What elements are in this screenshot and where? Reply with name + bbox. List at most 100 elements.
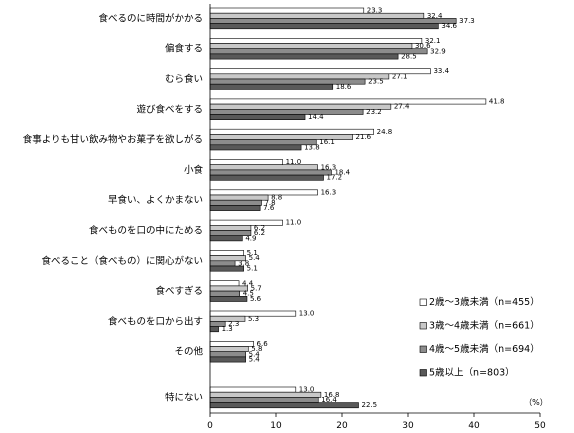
- value-labels-layer: 23.3 32.4 37.334.632.130.632.9 28.5 33.4 27.1…: [222, 7, 505, 410]
- value-label: 33.4: [433, 67, 449, 75]
- category-label: 食べるのに時間がかかる: [98, 12, 203, 24]
- value-label: 23.2: [366, 108, 382, 116]
- bar: [209, 83, 334, 90]
- bar: [209, 169, 332, 176]
- bar: [209, 219, 283, 226]
- category-label: 食べすぎる: [155, 285, 203, 297]
- bar: [209, 356, 246, 363]
- category-label: 食べること（食べもの）に関心がない: [41, 255, 203, 267]
- bar: [209, 159, 283, 165]
- category-label: 早食い、よくかまない: [108, 194, 203, 206]
- bar: [209, 114, 306, 120]
- legend-label: 5歳以上（n=803）: [429, 367, 515, 379]
- x-tick-label: 20: [336, 421, 348, 431]
- x-tick-label: 10: [270, 421, 282, 431]
- value-label: 5.1: [247, 265, 258, 273]
- value-label: 27.1: [392, 72, 408, 80]
- bar: [209, 397, 319, 403]
- value-label: 4.5: [243, 290, 254, 298]
- bar: [209, 235, 243, 242]
- bar: [209, 290, 241, 297]
- value-label: 18.6: [336, 83, 352, 91]
- value-label: 5.8: [251, 345, 262, 353]
- value-label: 21.6: [356, 133, 372, 141]
- x-tick-label: 40: [468, 421, 480, 431]
- bar: [209, 139, 317, 146]
- value-label: 5.4: [249, 254, 261, 262]
- value-label: 6.2: [254, 229, 265, 237]
- category-label: 小食: [184, 164, 204, 176]
- value-label: 3.8: [238, 259, 249, 267]
- value-label: 6.6: [257, 340, 269, 348]
- bar: [209, 48, 428, 55]
- value-label: 1.3: [222, 325, 233, 333]
- legend-swatch: [419, 322, 427, 330]
- value-label: 37.3: [459, 17, 475, 25]
- category-label: 食べものを口から出す: [108, 315, 203, 327]
- category-label: 偏食する: [165, 43, 203, 55]
- bar: [209, 37, 423, 44]
- x-axis: 0 10 20 30 40 50: [207, 4, 546, 431]
- value-label: 7.8: [264, 199, 275, 207]
- value-label: 32.9: [430, 47, 446, 55]
- category-label: 遊び食べをする: [136, 103, 203, 115]
- legend-label: 4歳～5歳未満（n=694）: [429, 343, 540, 355]
- category-label: 特にない: [165, 391, 203, 403]
- bar: [209, 189, 318, 196]
- value-label: 32.1: [425, 37, 441, 45]
- bar: [209, 260, 236, 267]
- value-label: 34.6: [441, 22, 457, 30]
- bar: [209, 351, 246, 358]
- category-label: むら食い: [165, 73, 203, 85]
- value-label: 24.8: [377, 128, 393, 136]
- value-label: 16.1: [319, 138, 335, 146]
- legend-label: 2歳～3歳未満（n=455）: [429, 296, 540, 308]
- value-label: 5.6: [250, 295, 262, 303]
- value-label: 23.5: [368, 78, 384, 86]
- value-label: 2.3: [228, 320, 239, 328]
- value-label: 28.5: [401, 53, 417, 61]
- value-label: 5.4: [249, 356, 261, 364]
- value-label: 6.2: [254, 224, 265, 232]
- category-labels-layer: 食べるのに時間がかかる偏食するむら食い遊び食べをする食事よりも甘い飲み物やお菓子…: [23, 12, 204, 403]
- bar: [209, 53, 399, 60]
- bar: [209, 18, 457, 24]
- bar: [209, 12, 425, 19]
- value-label: 13.0: [299, 386, 315, 394]
- bar: [209, 250, 244, 256]
- bar: [209, 144, 302, 151]
- bar: [209, 199, 262, 206]
- bar: [209, 7, 365, 14]
- value-label: 41.8: [489, 98, 505, 106]
- value-label: 18.4: [334, 169, 350, 177]
- value-label: 13.0: [299, 310, 315, 318]
- bar: [209, 174, 324, 181]
- legend-swatch: [419, 345, 427, 353]
- category-label: その他: [174, 346, 203, 358]
- bar: [209, 23, 439, 30]
- value-label: 11.0: [286, 158, 302, 166]
- value-label: 23.3: [367, 7, 383, 15]
- legend-swatch: [419, 298, 427, 306]
- bar: [209, 340, 254, 347]
- bars-layer: [209, 7, 487, 409]
- bar: [209, 346, 249, 352]
- unit-label: （%）: [524, 398, 548, 407]
- value-label: 32.4: [427, 12, 443, 20]
- bar: [209, 326, 219, 333]
- value-label: 5.4: [249, 350, 261, 358]
- value-label: 14.4: [308, 113, 324, 121]
- bar: [209, 280, 240, 287]
- bar: [209, 103, 392, 110]
- legend: 2歳～3歳未満（n=455） 3歳～4歳未満（n=661） 4歳～5歳未満（n=69…: [419, 296, 540, 379]
- bar: [209, 225, 252, 231]
- value-label: 16.4: [321, 396, 337, 404]
- value-label: 5.1: [247, 249, 258, 257]
- bar: [209, 205, 261, 211]
- bar: [209, 128, 374, 135]
- value-label: 5.3: [248, 315, 259, 323]
- bar: [209, 98, 487, 105]
- value-label: 8.8: [271, 194, 282, 202]
- x-tick-label: 50: [534, 421, 546, 431]
